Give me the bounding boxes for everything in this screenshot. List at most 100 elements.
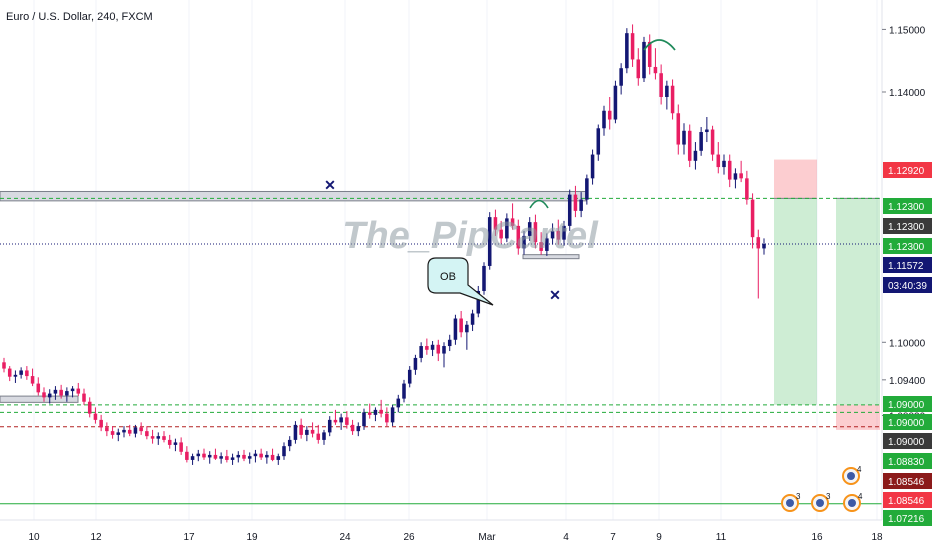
price-tag	[883, 433, 932, 449]
candle-body	[36, 383, 41, 393]
callout-bubble	[427, 257, 494, 306]
candle-body	[596, 128, 601, 155]
candle-body	[2, 362, 6, 369]
candle-body	[93, 413, 98, 420]
candle-body	[65, 391, 69, 396]
price-tag-label: 1.08546	[888, 496, 925, 507]
price-tag	[883, 453, 932, 469]
candle-body	[219, 456, 223, 459]
candle-body	[213, 454, 218, 459]
candle-body	[419, 346, 423, 358]
candle-body	[282, 446, 286, 457]
countdown-label: 03:40:39	[888, 281, 927, 292]
candle-body	[139, 427, 143, 432]
candle-body	[133, 427, 138, 434]
price-tag-label: 1.09000	[888, 437, 925, 448]
candle-body	[185, 451, 189, 460]
candle-body	[385, 413, 389, 423]
candle-body	[390, 407, 395, 423]
candle-body	[539, 242, 543, 251]
candle-body	[287, 439, 292, 447]
candle-body	[259, 453, 263, 458]
x-tick-label: 12	[90, 532, 102, 543]
price-tag-label: 1.12300	[888, 242, 925, 253]
candle-body	[356, 426, 361, 432]
candle-body	[647, 41, 652, 67]
candle-body	[322, 432, 326, 440]
candle-body	[476, 290, 481, 314]
candle-body	[739, 173, 743, 179]
candle-body	[379, 409, 383, 414]
short-position-2-stop-area	[836, 404, 880, 430]
candle-body	[116, 432, 121, 435]
candle-body	[670, 85, 675, 114]
candle-body	[505, 218, 509, 239]
candle-body	[430, 344, 435, 350]
candle-body	[82, 393, 86, 402]
candle-body	[350, 424, 355, 432]
y-tick-label: 1.14000	[889, 88, 926, 99]
candle-body	[305, 429, 309, 435]
candle-body	[167, 439, 172, 445]
ob-callout[interactable]: OB	[427, 257, 494, 306]
candle-body	[173, 442, 178, 445]
candle-body	[727, 160, 732, 180]
candle-body	[105, 427, 109, 432]
event-badges[interactable]: 4 3 3 4	[781, 465, 863, 512]
candle-body	[150, 436, 155, 439]
candle-body	[602, 110, 606, 129]
candle-body	[253, 453, 258, 457]
x-tick-label: 17	[183, 532, 195, 543]
candle-body	[453, 318, 458, 340]
flag-icon	[848, 499, 856, 507]
candle-body	[230, 457, 235, 460]
event-badge-count: 3	[826, 492, 831, 501]
time-axis[interactable]: 10 12 17 19 24 26 Mar 4 7 9 11 16 18	[28, 532, 883, 543]
x-tick-label: 7	[610, 532, 616, 543]
price-tag-label: 1.07216	[888, 514, 925, 525]
price-tag	[883, 473, 932, 489]
annotations: ✕ ✕ OB The_PipCartel	[324, 39, 676, 306]
price-tag	[883, 414, 932, 430]
top-arc-small	[529, 199, 549, 209]
candle-body	[493, 217, 498, 230]
price-tag	[883, 492, 932, 508]
candle-body	[59, 389, 63, 396]
candle-body	[30, 376, 35, 384]
top-arc-large	[643, 39, 676, 51]
candle-body	[625, 33, 629, 69]
price-tag	[883, 162, 932, 178]
event-badge-count: 4	[858, 492, 863, 501]
candle-body	[682, 130, 686, 145]
candle-body	[630, 33, 635, 60]
support-zone	[0, 395, 79, 403]
candle-body	[339, 417, 343, 423]
candle-body	[516, 225, 521, 249]
candle-body	[293, 424, 298, 440]
candle-body	[99, 419, 103, 428]
candle-body	[196, 453, 201, 457]
candle-body	[619, 68, 623, 86]
x-marker: ✕	[324, 177, 336, 193]
symbol-title: Euro / U.S. Dollar, 240, FXCM	[6, 11, 153, 23]
candle-body	[425, 346, 429, 350]
candle-body	[545, 238, 549, 251]
candle-body	[459, 318, 463, 333]
candle-body	[265, 454, 269, 458]
candle-body	[642, 41, 646, 79]
price-tag	[883, 396, 932, 412]
candle-body	[42, 392, 46, 398]
candle-body	[705, 129, 709, 133]
candle-body	[270, 454, 275, 460]
candle-body	[527, 222, 532, 236]
candle-body	[716, 154, 721, 168]
grid	[33, 0, 878, 520]
candle-body	[750, 199, 755, 238]
price-tag	[883, 198, 932, 214]
price-tag	[883, 218, 932, 234]
candle-body	[573, 194, 578, 211]
candle-body	[636, 59, 641, 79]
candle-body	[710, 129, 715, 155]
